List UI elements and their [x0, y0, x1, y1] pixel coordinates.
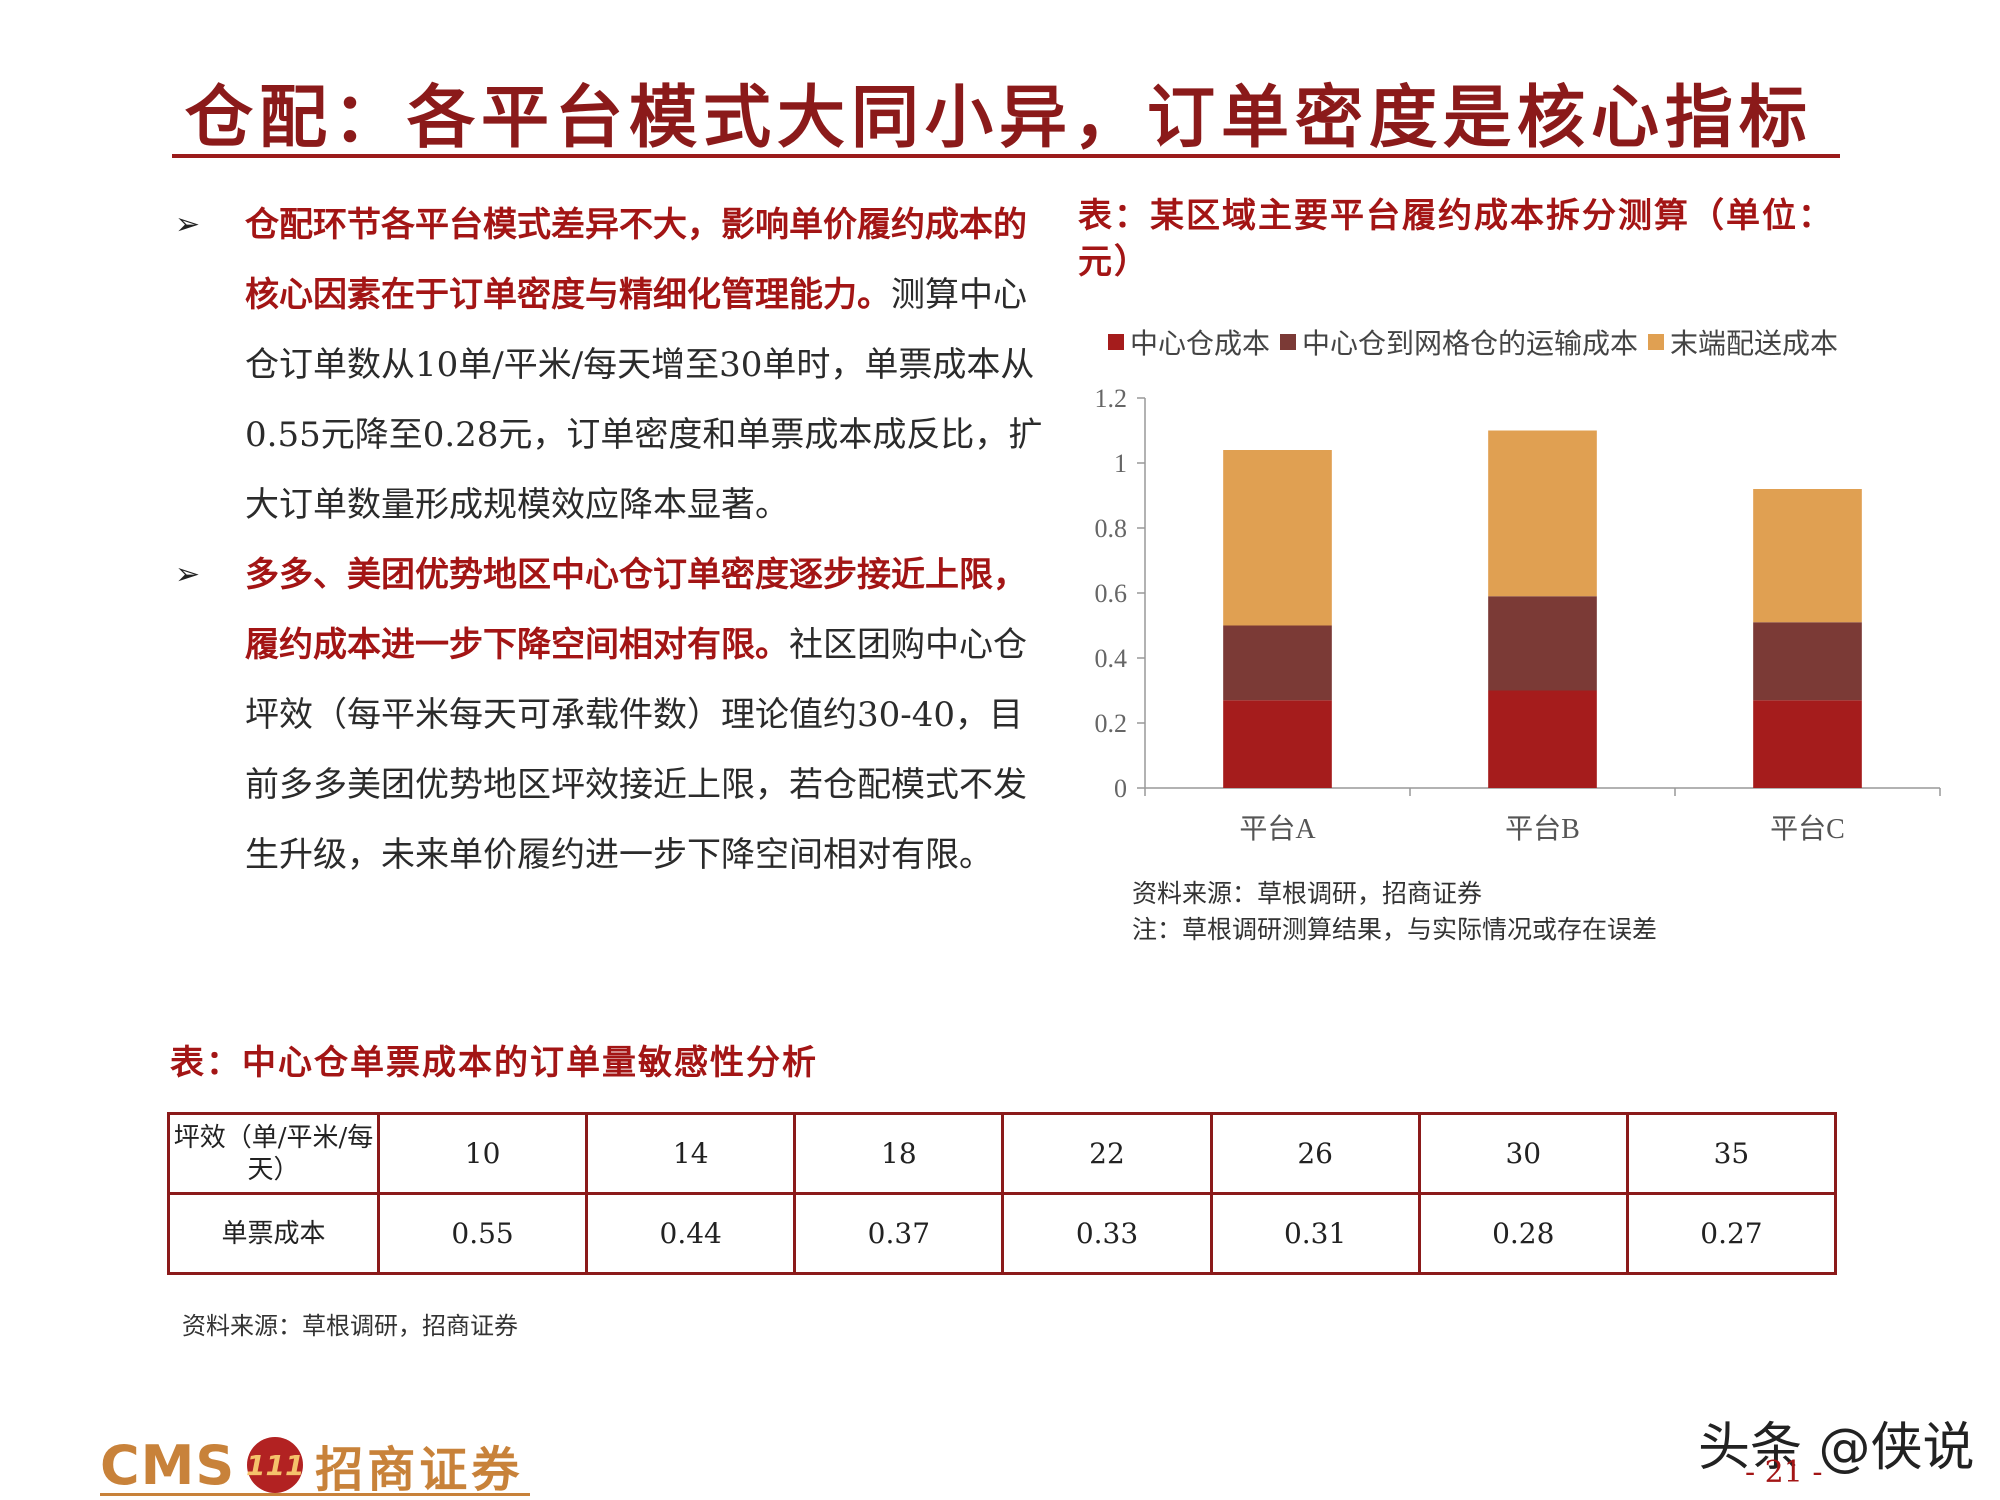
page-number: - 21 - [1745, 1455, 1823, 1490]
y-tick-label: 0.8 [1095, 514, 1128, 543]
bullet-item: ➢ 仓配环节各平台模式差异不大，影响单价履约成本的核心因素在于订单密度与精细化管… [175, 190, 1055, 540]
table-cell: 10 [376, 1112, 589, 1195]
arrow-bullet-icon: ➢ [175, 557, 201, 592]
chart-legend: 中心仓成本 中心仓到网格仓的运输成本 末端配送成本 [1108, 322, 1838, 362]
bar-segment [1753, 622, 1862, 701]
chart-title: 表：某区域主要平台履约成本拆分测算（单位：元） [1078, 196, 1834, 282]
watermark: 头条 @侠说 [1698, 1418, 1975, 1478]
legend-label: 末端配送成本 [1670, 327, 1839, 360]
legend-swatch [1108, 334, 1124, 350]
bullet-item: ➢ 多多、美团优势地区中心仓订单密度逐步接近上限，履约成本进一步下降空间相对有限… [175, 540, 1055, 890]
title-divider [172, 154, 1840, 158]
table-cell: 35 [1625, 1112, 1838, 1195]
bar-segment [1753, 700, 1862, 788]
bullet-highlight: 多多、美团优势地区中心仓订单密度逐步接近上限，履约成本进一步下降空间相对有限。 [245, 555, 1027, 665]
bullet-body: 测算中心仓订单数从10单/平米/每天增至30单时，单票成本从0.55元降至0.2… [245, 275, 1043, 525]
table-row: 坪效（单/平米/每天） 10 14 18 22 26 30 35 [167, 1112, 1838, 1195]
table-cell: 0.37 [793, 1192, 1005, 1275]
bar-segment [1488, 690, 1597, 788]
table-cell: 0.33 [1001, 1192, 1213, 1275]
logo-underline [100, 1493, 530, 1496]
table-cell: 0.31 [1209, 1192, 1421, 1275]
legend-item: 中心仓成本 [1108, 322, 1270, 362]
arrow-bullet-icon: ➢ [175, 207, 201, 242]
chart-notes: 资料来源：草根调研，招商证券 注：草根调研测算结果，与实际情况或存在误差 [1132, 876, 1657, 948]
legend-item: 末端配送成本 [1648, 322, 1838, 362]
bar-segment [1223, 450, 1332, 626]
x-category-label: 平台C [1770, 813, 1845, 845]
table-row: 单票成本 0.55 0.44 0.37 0.33 0.31 0.28 0.27 [167, 1192, 1838, 1275]
company-logo: CMS 111 招商证券 [100, 1430, 523, 1500]
legend-swatch [1648, 334, 1665, 350]
table-cell: 0.55 [376, 1192, 589, 1275]
y-tick-label: 0 [1114, 774, 1127, 803]
legend-swatch [1280, 334, 1297, 350]
bar-segment [1488, 430, 1597, 597]
bullet-list: ➢ 仓配环节各平台模式差异不大，影响单价履约成本的核心因素在于订单密度与精细化管… [175, 190, 1055, 890]
legend-label: 中心仓成本 [1130, 327, 1271, 360]
page-title: 仓配：各平台模式大同小异，订单密度是核心指标 [185, 78, 1814, 158]
stacked-bar-chart: 0 0.2 0.4 0.6 0.8 1 1.2 平台A 平台B 平台C [1095, 384, 1941, 845]
table-cell: 0.27 [1625, 1192, 1838, 1275]
bullet-body: 社区团购中心仓坪效（每平米每天可承载件数）理论值约30-40，目前多多美团优势地… [245, 625, 1027, 875]
x-category-label: 平台A [1239, 813, 1316, 845]
bullet-highlight: 仓配环节各平台模式差异不大，影响单价履约成本的核心因素在于订单密度与精细化管理能… [245, 205, 1027, 315]
table-row-label: 坪效（单/平米/每天） [167, 1112, 380, 1195]
bar-segment [1488, 596, 1597, 691]
logo-cms-text: CMS [100, 1433, 236, 1497]
y-tick-label: 1.2 [1095, 384, 1128, 413]
table-cell: 30 [1417, 1112, 1629, 1195]
table-cell: 18 [793, 1112, 1005, 1195]
chart-source: 资料来源：草根调研，招商证券 [1132, 879, 1483, 908]
y-tick-label: 0.6 [1095, 579, 1128, 608]
sensitivity-table: 坪效（单/平米/每天） 10 14 18 22 26 30 35 单票成本 0.… [167, 1112, 1838, 1275]
table-row-label: 单票成本 [167, 1192, 380, 1275]
bar-segment [1753, 489, 1862, 623]
logo-company-name: 招商证券 [315, 1442, 524, 1498]
bar-segment [1223, 625, 1332, 701]
y-tick-label: 0.2 [1095, 709, 1128, 738]
table-cell: 0.44 [585, 1192, 797, 1275]
x-category-label: 平台B [1505, 813, 1580, 845]
table-cell: 26 [1209, 1112, 1421, 1195]
y-tick-label: 0.4 [1095, 644, 1128, 673]
bar-segment [1223, 700, 1332, 788]
logo-mark-icon: 111 [246, 1437, 305, 1493]
table-cell: 22 [1001, 1112, 1213, 1195]
table-source: 资料来源：草根调研，招商证券 [182, 1312, 518, 1340]
y-tick-label: 1 [1114, 449, 1127, 478]
chart-note: 注：草根调研测算结果，与实际情况或存在误差 [1132, 915, 1658, 944]
legend-label: 中心仓到网格仓的运输成本 [1302, 327, 1639, 360]
sensitivity-table-title: 表：中心仓单票成本的订单量敏感性分析 [170, 1043, 818, 1083]
table-cell: 14 [585, 1112, 797, 1195]
legend-item: 中心仓到网格仓的运输成本 [1280, 322, 1638, 362]
table-cell: 0.28 [1417, 1192, 1629, 1275]
